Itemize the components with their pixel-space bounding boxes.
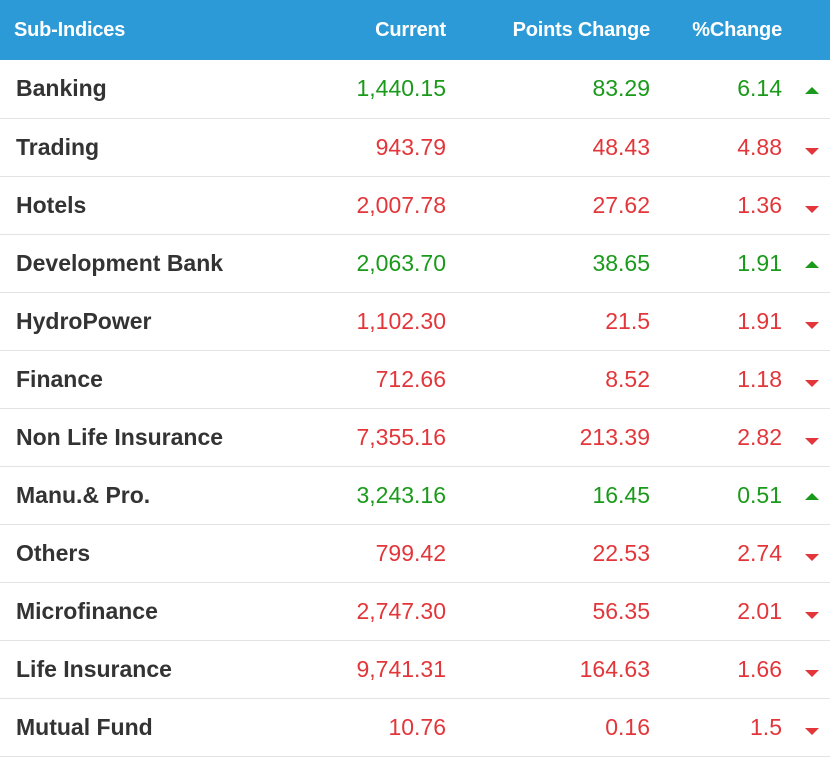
trend-cell: [782, 350, 830, 408]
triangle-down-icon: [805, 727, 819, 735]
table-row[interactable]: Development Bank 2,063.70 38.65 1.91: [0, 234, 830, 292]
current-value: 7,355.16: [356, 423, 446, 450]
current-value: 10.76: [388, 713, 446, 740]
percent-change-value: 1.91: [737, 249, 782, 276]
points-change-value: 16.45: [592, 481, 650, 508]
table-row[interactable]: Manu.& Pro. 3,243.16 16.45 0.51: [0, 466, 830, 524]
sub-index-name: Banking: [16, 75, 107, 102]
points-change-value: 27.62: [592, 191, 650, 218]
trend-cell: [782, 524, 830, 582]
table-row[interactable]: Hotels 2,007.78 27.62 1.36: [0, 176, 830, 234]
sub-index-name: Others: [16, 539, 91, 566]
percent-change-value: 1.91: [737, 307, 782, 334]
current-value: 799.42: [375, 539, 446, 566]
percent-change-value: 2.01: [737, 597, 782, 624]
trend-cell: [782, 698, 830, 756]
percent-change-value: 0.51: [737, 481, 782, 508]
table-row[interactable]: Others 799.42 22.53 2.74: [0, 524, 830, 582]
points-change-value: 213.39: [579, 423, 650, 450]
triangle-up-icon: [805, 86, 819, 94]
current-value: 943.79: [375, 133, 446, 160]
percent-change-value: 4.88: [737, 133, 782, 160]
table-row[interactable]: Non Life Insurance 7,355.16 213.39 2.82: [0, 408, 830, 466]
percent-change-value: 1.66: [737, 655, 782, 682]
current-value: 2,063.70: [356, 249, 446, 276]
triangle-down-icon: [805, 437, 819, 445]
sub-index-name: Development Bank: [16, 249, 224, 276]
header-trend: [782, 0, 830, 60]
table-row[interactable]: Banking 1,440.15 83.29 6.14: [0, 60, 830, 118]
current-value: 9,741.31: [356, 655, 446, 682]
percent-change-value: 1.18: [737, 365, 782, 392]
sub-index-name: Manu.& Pro.: [16, 481, 151, 508]
points-change-value: 8.52: [605, 365, 650, 392]
trend-cell: [782, 466, 830, 524]
current-value: 712.66: [375, 365, 446, 392]
trend-cell: [782, 118, 830, 176]
points-change-value: 164.63: [579, 655, 650, 682]
header-row: Sub-Indices Current Points Change %Chang…: [0, 0, 830, 60]
triangle-up-icon: [805, 260, 819, 268]
table-row[interactable]: Life Insurance 9,741.31 164.63 1.66: [0, 640, 830, 698]
table-row[interactable]: Trading 943.79 48.43 4.88: [0, 118, 830, 176]
header-current[interactable]: Current: [375, 18, 446, 41]
sub-index-name: Finance: [16, 365, 103, 392]
points-change-value: 21.5: [605, 307, 650, 334]
table-header: Sub-Indices Current Points Change %Chang…: [0, 0, 830, 60]
percent-change-value: 2.82: [737, 423, 782, 450]
current-value: 1,440.15: [356, 75, 446, 102]
table-row[interactable]: Mutual Fund 10.76 0.16 1.5: [0, 698, 830, 756]
header-points-change[interactable]: Points Change: [512, 18, 651, 41]
percent-change-value: 6.14: [737, 75, 782, 102]
sub-index-name: Life Insurance: [16, 655, 172, 682]
triangle-down-icon: [805, 611, 819, 619]
table-row[interactable]: Microfinance 2,747.30 56.35 2.01: [0, 582, 830, 640]
points-change-value: 56.35: [592, 597, 650, 624]
table-body: Banking 1,440.15 83.29 6.14 Trading 943.79 48.…: [0, 60, 830, 756]
points-change-value: 83.29: [592, 75, 650, 102]
current-value: 2,007.78: [356, 191, 446, 218]
triangle-down-icon: [805, 553, 819, 561]
triangle-down-icon: [805, 669, 819, 677]
percent-change-value: 1.5: [750, 713, 782, 740]
triangle-down-icon: [805, 379, 819, 387]
table-row[interactable]: Finance 712.66 8.52 1.18: [0, 350, 830, 408]
points-change-value: 48.43: [592, 133, 650, 160]
header-sub-indices[interactable]: Sub-Indices: [14, 18, 126, 41]
points-change-value: 38.65: [592, 249, 650, 276]
sub-index-name: Trading: [16, 133, 100, 160]
sub-index-name: Hotels: [16, 191, 87, 218]
sub-index-name: Microfinance: [16, 597, 158, 624]
trend-cell: [782, 640, 830, 698]
points-change-value: 22.53: [592, 539, 650, 566]
trend-cell: [782, 176, 830, 234]
points-change-value: 0.16: [605, 713, 650, 740]
current-value: 2,747.30: [356, 597, 446, 624]
sub-index-name: Mutual Fund: [16, 713, 153, 740]
table-row[interactable]: HydroPower 1,102.30 21.5 1.91: [0, 292, 830, 350]
sub-index-name: HydroPower: [16, 307, 152, 334]
sub-index-name: Non Life Insurance: [16, 423, 224, 450]
percent-change-value: 2.74: [737, 539, 782, 566]
trend-cell: [782, 582, 830, 640]
current-value: 3,243.16: [356, 481, 446, 508]
current-value: 1,102.30: [356, 307, 446, 334]
header-percent-change[interactable]: %Change: [692, 18, 782, 41]
triangle-down-icon: [805, 147, 819, 155]
triangle-up-icon: [805, 492, 819, 500]
trend-cell: [782, 408, 830, 466]
percent-change-value: 1.36: [737, 191, 782, 218]
triangle-down-icon: [805, 321, 819, 329]
triangle-down-icon: [805, 205, 819, 213]
trend-cell: [782, 60, 830, 118]
trend-cell: [782, 234, 830, 292]
trend-cell: [782, 292, 830, 350]
